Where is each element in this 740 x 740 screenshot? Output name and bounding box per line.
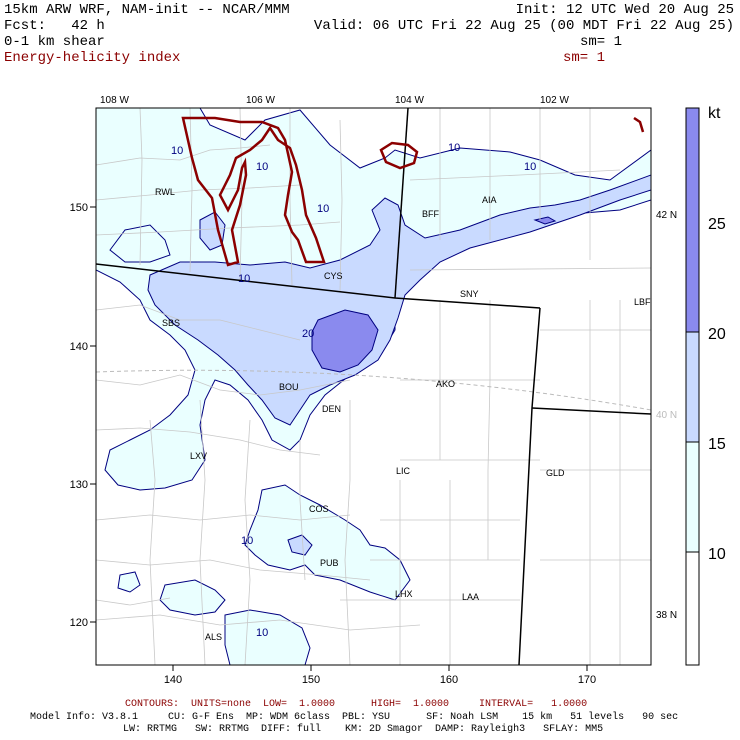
shear-fill-20 bbox=[311, 216, 557, 373]
city-label: BFF bbox=[422, 209, 440, 219]
init-time: Init: 12 UTC Wed 20 Aug 25 bbox=[515, 2, 734, 18]
contour-label: 10 bbox=[171, 145, 183, 157]
x-tick-140: 140 bbox=[164, 674, 182, 686]
city-label: LIC bbox=[396, 466, 411, 476]
forecast-hour: Fcst: 42 h bbox=[4, 18, 105, 34]
model-info-line2: LW: RRTMG SW: RRTMG DIFF: full KM: 2D Sm… bbox=[123, 724, 604, 735]
city-label: SBS bbox=[162, 318, 180, 328]
lon-label-104w: 104 W bbox=[395, 95, 424, 106]
axis-ticks bbox=[90, 206, 588, 671]
y-tick-150: 150 bbox=[70, 202, 88, 214]
lat-label-38n: 38 N bbox=[656, 610, 677, 621]
city-label: GLD bbox=[546, 468, 565, 478]
map-frame bbox=[95, 107, 652, 666]
colorbar-band-10-15 bbox=[686, 442, 699, 552]
x-tick-170: 170 bbox=[578, 674, 596, 686]
lon-label-106w: 106 W bbox=[246, 95, 275, 106]
county-lines bbox=[96, 108, 651, 665]
lat-label-40n: 40 N bbox=[656, 410, 677, 421]
lon-label-102w: 102 W bbox=[540, 95, 569, 106]
city-label: AKO bbox=[436, 379, 455, 389]
smoothing-shear: sm= 1 bbox=[580, 34, 623, 50]
field-ehi-label: Energy-helicity index bbox=[4, 50, 181, 66]
model-title: 15km ARW WRF, NAM-init -- NCAR/MMM bbox=[4, 2, 290, 18]
city-label: RWL bbox=[155, 187, 175, 197]
contour-labels: 10 10 10 10 10 10 20 10 10 bbox=[171, 142, 536, 639]
city-label: LHX bbox=[395, 589, 413, 599]
latitude-40n-line bbox=[96, 369, 651, 411]
valid-time: Valid: 06 UTC Fri 22 Aug 25 (00 MDT Fri … bbox=[313, 18, 734, 34]
contour-label: 10 bbox=[524, 161, 536, 173]
smoothing-ehi: sm= 1 bbox=[563, 50, 606, 66]
city-label: COS bbox=[309, 504, 329, 514]
y-tick-140: 140 bbox=[70, 341, 88, 353]
map-area bbox=[96, 108, 651, 665]
x-tick-150: 150 bbox=[302, 674, 320, 686]
city-labels: RWL BFF AIA CYS SNY LBF SBS AKO BOU DEN … bbox=[155, 187, 651, 642]
contour-label: 10 bbox=[256, 627, 268, 639]
ehi-contours bbox=[181, 116, 645, 267]
colorbar-band-20-25 bbox=[686, 108, 699, 332]
city-label: BOU bbox=[279, 382, 299, 392]
colorbar-tick-10: 10 bbox=[708, 546, 726, 563]
city-label: AIA bbox=[482, 195, 497, 205]
colorbar-band-below-10 bbox=[686, 552, 699, 665]
city-label: ALS bbox=[205, 632, 222, 642]
state-borders bbox=[96, 108, 651, 665]
contour-label: 10 bbox=[448, 142, 460, 154]
lon-label-108w: 108 W bbox=[100, 95, 129, 106]
contour-label: 10 bbox=[241, 535, 253, 547]
contours-info: CONTOURS: UNITS=none LOW= 1.0000 HIGH= 1… bbox=[125, 699, 588, 710]
city-label: LXV bbox=[190, 451, 207, 461]
contour-label: 10 bbox=[238, 273, 250, 285]
colorbar-unit: kt bbox=[708, 105, 721, 122]
city-label: LAA bbox=[462, 592, 479, 602]
contour-label: 10 bbox=[256, 161, 268, 173]
city-label: PUB bbox=[320, 558, 339, 568]
field-shear-label: 0-1 km shear bbox=[4, 34, 105, 50]
y-tick-130: 130 bbox=[70, 479, 88, 491]
colorbar-tick-20: 20 bbox=[708, 326, 726, 343]
model-info-line1: Model Info: V3.8.1 CU: G-F Ens MP: WDM 6… bbox=[30, 712, 679, 723]
colorbar-tick-25: 25 bbox=[708, 216, 726, 233]
colorbar: kt 25 20 15 10 bbox=[685, 105, 726, 666]
colorbar-tick-15: 15 bbox=[708, 436, 726, 453]
x-tick-160: 160 bbox=[440, 674, 458, 686]
city-label: SNY bbox=[460, 289, 479, 299]
lat-label-42n: 42 N bbox=[656, 210, 677, 221]
city-label: DEN bbox=[322, 404, 341, 414]
colorbar-band-15-20 bbox=[686, 332, 699, 442]
y-tick-120: 120 bbox=[70, 617, 88, 629]
contour-label: 20 bbox=[302, 328, 314, 340]
contour-label: 10 bbox=[317, 203, 329, 215]
city-label: CYS bbox=[324, 271, 343, 281]
city-label: LBF bbox=[634, 297, 651, 307]
